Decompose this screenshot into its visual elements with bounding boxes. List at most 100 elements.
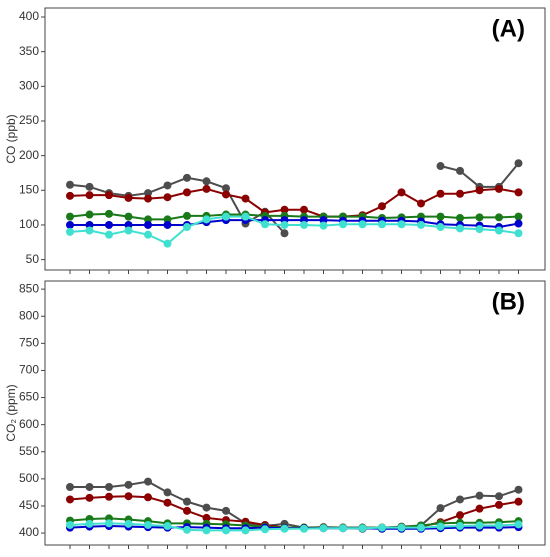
data-point [202, 215, 211, 224]
y-tick-label: 400 [19, 525, 39, 539]
data-point [456, 522, 464, 531]
plot-frame [44, 280, 546, 546]
data-point [436, 504, 445, 513]
data-point [358, 524, 367, 533]
data-point [339, 220, 347, 229]
data-point [66, 482, 74, 491]
data-point [378, 202, 386, 211]
data-point [183, 497, 191, 506]
y-tick-label: 750 [19, 336, 39, 350]
data-point [85, 493, 94, 502]
data-point [280, 220, 289, 229]
data-point [514, 497, 523, 506]
panel-label: (A) [492, 15, 525, 42]
data-point [105, 230, 113, 239]
data-point [66, 212, 74, 221]
data-point [475, 491, 484, 500]
data-point [183, 525, 191, 534]
data-point [456, 166, 464, 175]
data-point [358, 220, 367, 229]
y-tick-label: 50 [26, 252, 40, 266]
data-point [475, 213, 484, 222]
data-point [144, 189, 152, 198]
data-point [397, 220, 406, 229]
data-point [436, 223, 445, 232]
data-point [183, 211, 191, 220]
y-tick-label: 800 [19, 308, 39, 322]
data-point [514, 520, 523, 529]
data-point [105, 220, 113, 229]
data-point [144, 230, 152, 239]
data-point [222, 212, 230, 221]
data-point [202, 513, 211, 522]
data-point [163, 239, 172, 248]
data-point [456, 214, 464, 223]
data-point [183, 188, 191, 197]
data-point [495, 213, 503, 222]
data-point [163, 215, 172, 224]
data-point [475, 225, 484, 234]
data-point [124, 226, 133, 235]
data-point [85, 226, 94, 235]
data-point [514, 212, 523, 221]
y-tick-label: 650 [19, 390, 39, 404]
series-line [69, 187, 519, 218]
y-tick-label: 400 [19, 9, 39, 23]
data-point [85, 220, 94, 229]
data-point [124, 519, 133, 528]
data-point [163, 193, 172, 202]
data-point [397, 523, 406, 532]
data-point [241, 526, 250, 535]
data-point [124, 193, 133, 202]
y-tick-label: 250 [19, 113, 39, 127]
data-point [144, 477, 152, 486]
data-point [183, 223, 191, 232]
data-point [514, 229, 523, 238]
data-point [105, 492, 113, 501]
data-point [475, 521, 484, 530]
data-point [124, 220, 133, 229]
data-point [417, 220, 425, 229]
data-point [105, 209, 113, 218]
y-tick-label: 600 [19, 417, 39, 431]
data-point [456, 224, 464, 233]
data-point [183, 506, 191, 515]
data-point [163, 181, 172, 190]
series-line [70, 219, 519, 229]
data-point [436, 162, 445, 171]
data-point [514, 188, 523, 197]
data-point [417, 199, 425, 208]
data-point [85, 210, 94, 219]
data-point [85, 191, 94, 200]
y-tick-label: 200 [19, 148, 39, 162]
data-point [222, 526, 230, 535]
data-point [85, 182, 94, 191]
data-point [339, 524, 347, 533]
data-point [300, 220, 308, 229]
data-point [378, 220, 386, 229]
data-point [163, 220, 172, 229]
data-point [378, 523, 386, 532]
data-point [66, 520, 74, 529]
data-point [280, 229, 289, 238]
y-axis-label: CO₂ (ppm) [4, 384, 18, 441]
y-tick-label: 500 [19, 471, 39, 485]
data-point [456, 189, 464, 198]
data-point [66, 180, 74, 189]
data-point [144, 194, 152, 203]
data-point [85, 519, 94, 528]
y-tick-label: 150 [19, 182, 39, 196]
data-point [495, 500, 503, 509]
data-point [144, 493, 152, 502]
data-point [241, 212, 250, 221]
data-point [495, 226, 503, 235]
data-point [202, 526, 211, 535]
y-axis-label: CO (ppb) [4, 114, 18, 163]
y-tick-label: 850 [19, 281, 39, 295]
data-point [514, 159, 523, 168]
y-tick-label: 700 [19, 363, 39, 377]
data-point [202, 503, 211, 512]
data-point [475, 504, 484, 513]
data-point [202, 184, 211, 193]
plot-frame [44, 7, 546, 271]
